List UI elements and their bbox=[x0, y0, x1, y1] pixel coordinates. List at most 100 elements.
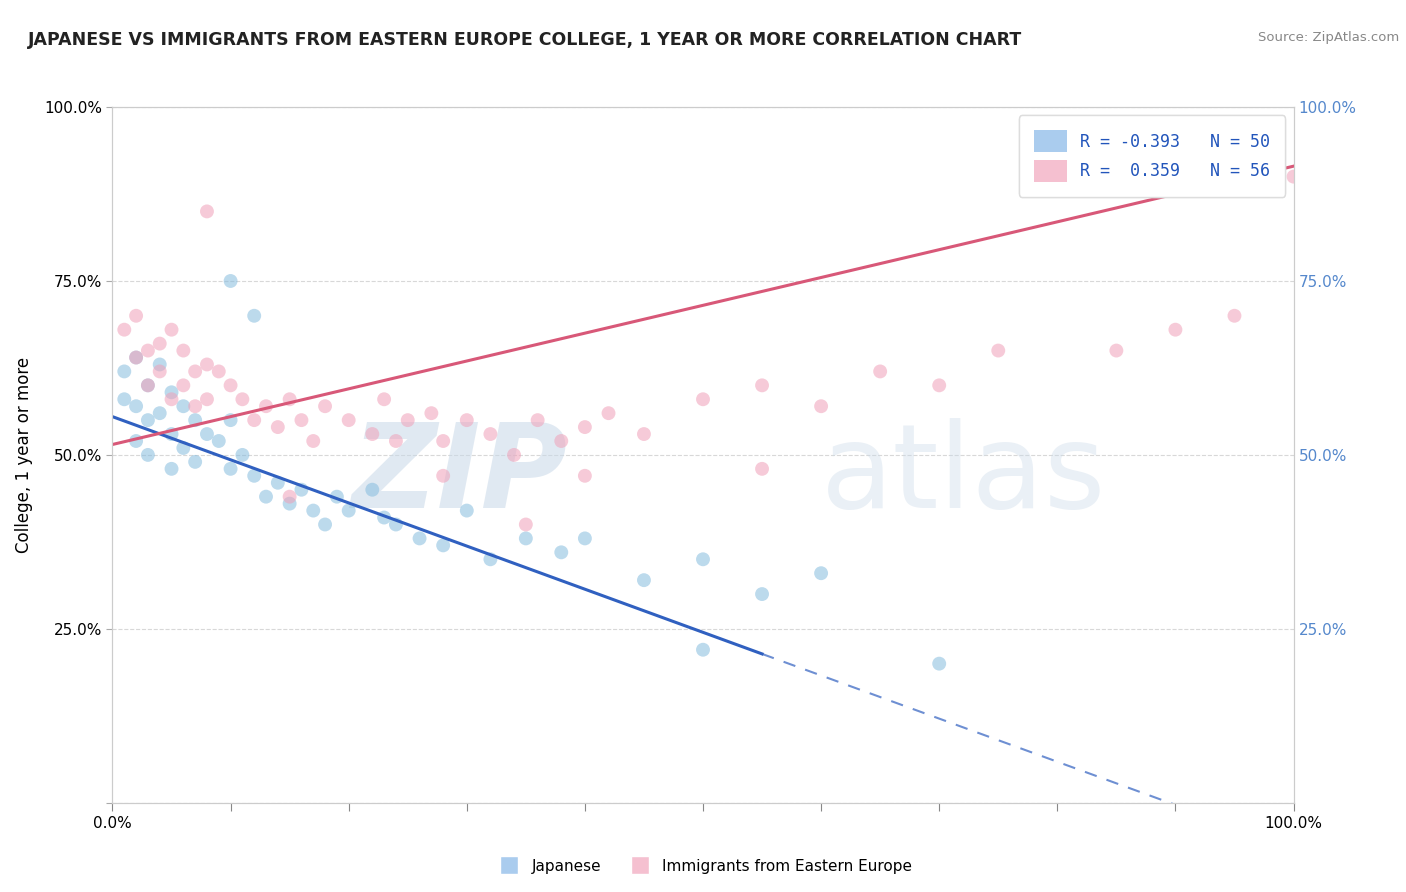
Point bbox=[1223, 309, 1246, 323]
Point bbox=[810, 399, 832, 413]
Point bbox=[432, 468, 454, 483]
Point bbox=[302, 434, 325, 448]
Point bbox=[337, 503, 360, 517]
Point bbox=[136, 448, 159, 462]
Point bbox=[208, 434, 231, 448]
Point bbox=[243, 413, 266, 427]
Point bbox=[254, 399, 277, 413]
Point bbox=[184, 413, 207, 427]
Point bbox=[479, 427, 502, 442]
Point bbox=[456, 503, 478, 517]
Point bbox=[1282, 169, 1305, 184]
Point bbox=[231, 392, 253, 407]
Point bbox=[195, 392, 218, 407]
Point bbox=[160, 392, 183, 407]
Point bbox=[432, 538, 454, 552]
Legend: R = -0.393   N = 50, R =  0.359   N = 56: R = -0.393 N = 50, R = 0.359 N = 56 bbox=[1018, 115, 1285, 196]
Point bbox=[112, 364, 135, 378]
Point bbox=[172, 343, 194, 358]
Point bbox=[172, 378, 194, 392]
Point bbox=[361, 483, 384, 497]
Point bbox=[112, 323, 135, 337]
Point bbox=[184, 399, 207, 413]
Point bbox=[125, 434, 148, 448]
Point bbox=[928, 657, 950, 671]
Point bbox=[869, 364, 891, 378]
Point bbox=[314, 517, 336, 532]
Point bbox=[208, 364, 231, 378]
Point bbox=[373, 510, 395, 524]
Point bbox=[302, 503, 325, 517]
Point bbox=[987, 343, 1010, 358]
Y-axis label: College, 1 year or more: College, 1 year or more bbox=[15, 357, 32, 553]
Text: ZIP: ZIP bbox=[352, 418, 567, 533]
Text: atlas: atlas bbox=[821, 418, 1107, 533]
Point bbox=[408, 532, 430, 546]
Point bbox=[385, 434, 408, 448]
Point bbox=[195, 358, 218, 372]
Point bbox=[751, 462, 773, 476]
Point bbox=[479, 552, 502, 566]
Point bbox=[160, 427, 183, 442]
Point bbox=[692, 642, 714, 657]
Point bbox=[574, 468, 596, 483]
Point bbox=[125, 399, 148, 413]
Point bbox=[1164, 323, 1187, 337]
Point bbox=[432, 434, 454, 448]
Legend: Japanese, Immigrants from Eastern Europe: Japanese, Immigrants from Eastern Europe bbox=[488, 853, 918, 880]
Point bbox=[373, 392, 395, 407]
Point bbox=[751, 587, 773, 601]
Point bbox=[515, 517, 537, 532]
Point bbox=[420, 406, 443, 420]
Point bbox=[160, 323, 183, 337]
Point bbox=[243, 468, 266, 483]
Point bbox=[184, 364, 207, 378]
Point bbox=[692, 552, 714, 566]
Point bbox=[219, 462, 242, 476]
Point bbox=[574, 532, 596, 546]
Point bbox=[219, 413, 242, 427]
Point bbox=[337, 413, 360, 427]
Point bbox=[692, 392, 714, 407]
Point bbox=[136, 343, 159, 358]
Point bbox=[160, 462, 183, 476]
Point bbox=[195, 204, 218, 219]
Point bbox=[254, 490, 277, 504]
Point bbox=[195, 427, 218, 442]
Point bbox=[136, 378, 159, 392]
Point bbox=[149, 406, 172, 420]
Point bbox=[184, 455, 207, 469]
Point bbox=[385, 517, 408, 532]
Point bbox=[550, 434, 572, 448]
Point bbox=[219, 274, 242, 288]
Point bbox=[598, 406, 620, 420]
Point bbox=[633, 573, 655, 587]
Point bbox=[503, 448, 526, 462]
Point bbox=[314, 399, 336, 413]
Point bbox=[136, 378, 159, 392]
Text: JAPANESE VS IMMIGRANTS FROM EASTERN EUROPE COLLEGE, 1 YEAR OR MORE CORRELATION C: JAPANESE VS IMMIGRANTS FROM EASTERN EURO… bbox=[28, 31, 1022, 49]
Point bbox=[810, 566, 832, 581]
Point bbox=[149, 358, 172, 372]
Point bbox=[574, 420, 596, 434]
Point bbox=[1105, 343, 1128, 358]
Point bbox=[456, 413, 478, 427]
Point bbox=[361, 427, 384, 442]
Point bbox=[125, 351, 148, 365]
Point bbox=[149, 336, 172, 351]
Point bbox=[136, 413, 159, 427]
Point bbox=[278, 490, 301, 504]
Point bbox=[396, 413, 419, 427]
Point bbox=[172, 399, 194, 413]
Point bbox=[633, 427, 655, 442]
Point bbox=[160, 385, 183, 400]
Point bbox=[219, 378, 242, 392]
Point bbox=[267, 475, 290, 490]
Point bbox=[125, 309, 148, 323]
Point bbox=[267, 420, 290, 434]
Point bbox=[278, 497, 301, 511]
Point bbox=[290, 413, 312, 427]
Point bbox=[125, 351, 148, 365]
Point bbox=[326, 490, 349, 504]
Point bbox=[751, 378, 773, 392]
